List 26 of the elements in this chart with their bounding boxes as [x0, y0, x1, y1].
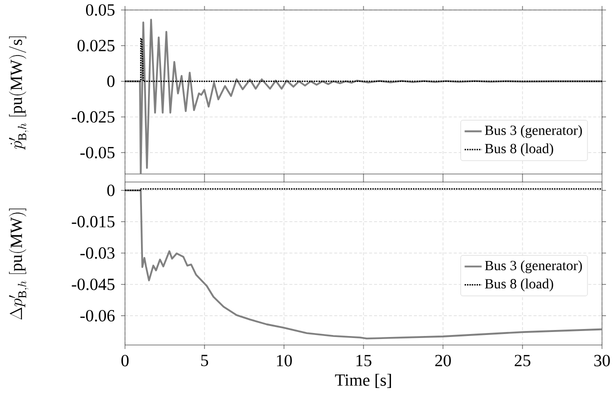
- x-tick-label: 15: [356, 354, 372, 366]
- x-tick-label: 20: [435, 354, 451, 366]
- y-tick-label: -0.045: [72, 278, 114, 290]
- line-series: [125, 189, 602, 340]
- legend-label: Bus 8 (load): [484, 278, 554, 292]
- legend-label: Bus 3 (generator): [484, 125, 582, 138]
- y-tick-label: -0.015: [72, 216, 114, 228]
- y-tick-label: -0.06: [80, 310, 115, 322]
- y-tick-label: 0.025: [78, 40, 114, 52]
- legend-label: Bus 8 (load): [484, 143, 554, 156]
- y-axis-title: $\dot{p}'_{\mathrm{B},h}\ [\mathrm{pu(MW)/s}]$: [8, 36, 28, 150]
- legend-label: Bus 3 (generator): [484, 260, 582, 274]
- y-tick-label: -0.05: [80, 146, 114, 158]
- y-tick-label: 0: [107, 76, 114, 88]
- y-tick-label: -0.025: [72, 111, 114, 123]
- y-tick-label: 0.05: [86, 4, 114, 16]
- y-axis-title: $\Delta p'_{\mathrm{B},h}\ [\mathrm{pu(MW)}]$: [8, 208, 28, 320]
- x-tick-label: 0: [121, 354, 129, 366]
- y-tick-label: -0.03: [80, 247, 114, 259]
- x-tick-label: 10: [277, 354, 292, 366]
- y-tick-label: 0: [107, 184, 114, 196]
- x-tick-label: 25: [514, 354, 530, 366]
- x-tick-label: 5: [201, 354, 208, 366]
- x-axis-title: Time [s]: [335, 374, 391, 388]
- line-series: [125, 18, 602, 174]
- x-tick-label: 30: [594, 354, 610, 366]
